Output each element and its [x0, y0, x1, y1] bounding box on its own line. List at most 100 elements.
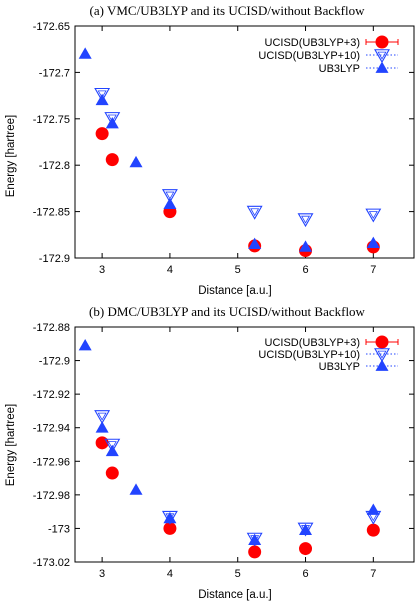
panel-b-legend-marker-ucisd3 [375, 335, 389, 349]
panel-b-point-ucisd10-3-outer [246, 532, 263, 547]
panel-b-x-tick-label-1: 4 [167, 568, 173, 580]
panel-b-y-tick-label-0: -172.88 [33, 322, 70, 334]
panel-b-y-tick-label-1: -172.9 [39, 356, 70, 368]
panel-b-plot-frame [74, 326, 415, 563]
panel-a-legend-marker-ucisd10 [374, 49, 390, 64]
panel-b-y-axis-label: Energy [hartree] [5, 404, 17, 486]
panel-a-point-ub3lyp-4 [163, 197, 177, 210]
panel-a-point-ucisd10-2 [161, 189, 178, 204]
panel-a-point-ub3lyp-6 [299, 240, 313, 252]
panel-b-point-ub3lyp-0 [78, 338, 92, 351]
panel-a-point-ucisd10-3-outer [246, 205, 263, 220]
panel-b-x-tick-label-0: 3 [99, 568, 105, 580]
panel-b-point-ucisd3-0 [95, 436, 109, 450]
panel-a-point-ucisd10-1-inner [107, 114, 117, 123]
panel-a-point-ucisd10-5 [365, 208, 382, 223]
panel-a-x-axis-label: Distance [a.u.] [198, 285, 272, 297]
panel-a-legend-label-ucisd3: UCISD(UB3LYP+3) [265, 37, 360, 49]
panel-a-point-ucisd10-4-inner [301, 215, 311, 224]
panel-b-point-ucisd10-1-inner [107, 441, 117, 450]
panel-b: (b) DMC/UB3LYP and its UCISD/without Bac… [5, 304, 415, 601]
panel-a-y-tick-label-3: -172.8 [39, 160, 70, 172]
panel-a-point-ucisd10-1 [104, 112, 121, 126]
panel-a-point-ucisd10-3 [246, 205, 263, 220]
panel-a-point-ucisd3-0 [95, 127, 109, 141]
panel-a: (a) VMC/UB3LYP and its UCISD/without Bac… [5, 3, 415, 297]
panel-b-point-ucisd10-0-inner [97, 412, 107, 421]
panel-a-y-axis-label: Energy [hartree] [5, 115, 17, 197]
panel-a-x-tick-label-2: 5 [235, 264, 241, 276]
panel-b-x-tick-label-3: 6 [302, 568, 308, 580]
panel-a-legend-label-ub3lyp: UB3LYP [319, 63, 360, 75]
panel-b-y-tick-label-7: -173.02 [33, 557, 70, 569]
panel-b-point-ucisd3-1 [105, 466, 119, 480]
panel-b-y-tick-label-3: -172.94 [33, 423, 70, 435]
panel-b-y-tick-label-4: -172.96 [33, 456, 70, 468]
panel-a-point-ub3lyp-2 [105, 116, 119, 129]
panel-b-legend-marker-ucisd10 [374, 348, 390, 363]
panel-a-x-tick-label-1: 4 [167, 264, 173, 276]
panel-a-point-ucisd10-2-outer [161, 189, 178, 204]
panel-b-point-ub3lyp-7 [366, 503, 380, 515]
panel-b-point-ub3lyp-5 [248, 533, 262, 546]
panel-b-point-ub3lyp-3 [129, 483, 143, 495]
panel-a-point-ucisd10-3-inner [250, 208, 260, 217]
panel-a-y-tick-label-1: -172.7 [39, 67, 70, 79]
panel-a-point-ub3lyp-0 [78, 47, 92, 59]
panel-a-point-ucisd10-5-outer [365, 208, 382, 223]
panel-b-point-ucisd10-0-outer [94, 410, 111, 425]
panel-a-x-tick-label-4: 7 [370, 264, 376, 276]
panel-a-point-ub3lyp-5 [248, 237, 262, 249]
panel-a-point-ucisd10-4-outer [297, 213, 314, 228]
panel-b-point-ub3lyp-4 [163, 511, 177, 524]
panel-b-point-ub3lyp-1 [95, 421, 109, 433]
panel-a-point-ucisd10-1-outer [104, 112, 121, 126]
panel-a-point-ucisd10-0 [94, 87, 111, 102]
panel-a-x-tick-label-0: 3 [99, 264, 105, 276]
panel-b-legend-label-ucisd3: UCISD(UB3LYP+3) [265, 337, 360, 349]
panel-b-y-tick-label-5: -172.98 [33, 490, 70, 502]
panel-b-legend-label-ub3lyp: UB3LYP [319, 361, 360, 373]
panel-b-point-ucisd10-1-outer [104, 438, 121, 453]
panel-a-y-tick-label-0: -172.65 [33, 21, 70, 33]
panel-a-legend-marker-ucisd10-outer [374, 49, 390, 64]
panel-b-y-tick-label-6: -173 [48, 523, 70, 535]
panel-b-point-ucisd3-5 [366, 523, 380, 537]
panel-b-marks [78, 338, 382, 559]
panel-a-y-tick-label-5: -172.9 [39, 253, 70, 265]
panel-b-legend-marker-ucisd10-outer [374, 348, 390, 363]
panel-b-x-tick-label-4: 7 [370, 568, 376, 580]
panel-b-x-axis-label: Distance [a.u.] [198, 589, 272, 601]
panel-a-x-tick-label-3: 6 [302, 264, 308, 276]
panel-a-legend-marker-ucisd10-inner [377, 51, 387, 60]
panel-b-point-ucisd3-4 [299, 542, 313, 556]
panel-a-point-ub3lyp-7 [366, 236, 380, 249]
panel-a-point-ub3lyp-1 [95, 93, 109, 106]
panel-b-point-ucisd10-4-outer [297, 522, 314, 537]
panel-b-legend-marker-ub3lyp [375, 359, 389, 371]
panel-b-point-ucisd10-0 [94, 410, 111, 425]
panel-b-point-ucisd10-2-outer [161, 510, 178, 525]
panel-a-point-ucisd3-1 [105, 153, 119, 167]
panel-b-y-tick-label-2: -172.92 [33, 389, 70, 401]
panel-a-y-tick-label-4: -172.85 [33, 207, 70, 219]
panel-a-marks [78, 47, 382, 258]
panel-a-point-ucisd10-0-outer [94, 87, 111, 102]
panel-b-point-ucisd3-2 [163, 521, 177, 535]
panel-b-x-tick-label-2: 5 [235, 568, 241, 580]
panel-a-legend-marker-ub3lyp [375, 61, 389, 73]
panel-a-legend-marker-ucisd3 [375, 35, 389, 49]
panel-b-title: (b) DMC/UB3LYP and its UCISD/without Bac… [89, 304, 366, 319]
panel-a-point-ub3lyp-3 [129, 155, 143, 168]
panel-a-legend-label-ucisd10: UCISD(UB3LYP+10) [258, 50, 360, 62]
panel-b-point-ub3lyp-2 [105, 444, 119, 457]
panel-b-point-ucisd3-3 [248, 545, 262, 559]
panel-a-point-ucisd10-0-inner [97, 90, 107, 99]
panel-a-point-ucisd10-2-inner [165, 191, 175, 200]
panel-b-legend: UCISD(UB3LYP+3) UCISD(UB3LYP+10) UB3LYP [258, 335, 399, 373]
panel-b-ticks: 3 4 5 6 7 -172.88 -172.9 -172.92 -172.94 -172.96 -… [33, 322, 414, 580]
panel-b-legend-label-ucisd10: UCISD(UB3LYP+10) [258, 349, 360, 361]
panel-a-plot-frame [74, 25, 415, 259]
panel-b-point-ub3lyp-6 [299, 523, 313, 535]
